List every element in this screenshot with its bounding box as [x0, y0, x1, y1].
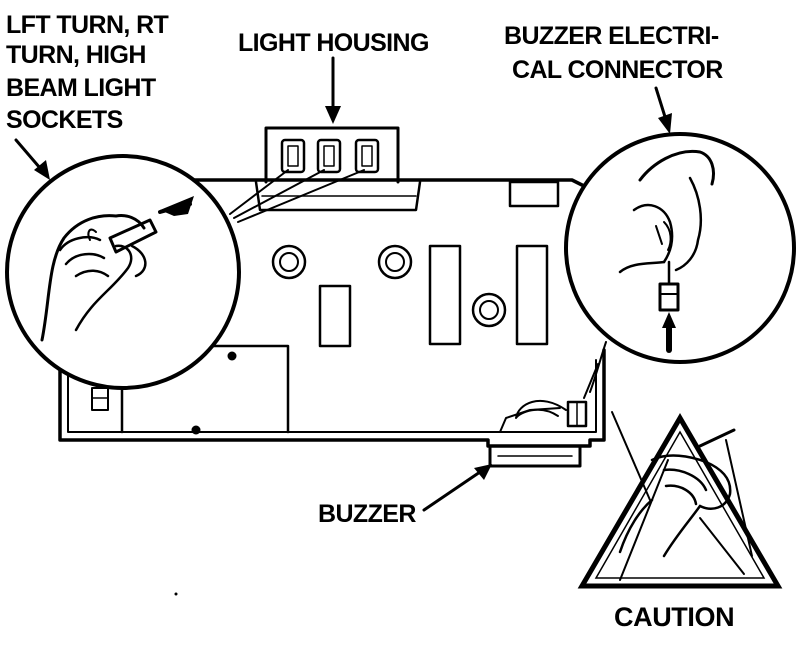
label-buzzer: BUZZER	[318, 500, 416, 528]
caution-symbol	[577, 411, 783, 589]
label-light-housing: LIGHT HOUSING	[238, 29, 429, 57]
arrow-sockets	[14, 138, 50, 180]
buzzer-connector	[499, 399, 588, 433]
label-sockets-line-1: LFT TURN, RT	[6, 11, 169, 39]
light-housing	[254, 126, 422, 212]
socket-removal-detail	[5, 154, 241, 390]
label-sockets: LFT TURN, RT TURN, HIGH BEAM LIGHT SOCKE…	[6, 11, 169, 134]
socket-right-turn	[316, 138, 342, 174]
connector-detail	[564, 132, 796, 399]
label-sockets-line-4: SOCKETS	[6, 106, 123, 134]
arrow-buzzer	[422, 464, 492, 512]
label-sockets-line-3: BEAM LIGHT	[6, 74, 156, 102]
buzzer	[488, 444, 582, 468]
socket-left-turn	[280, 138, 306, 174]
arrow-buzzer-connector	[654, 86, 672, 134]
label-sockets-line-2: TURN, HIGH	[6, 41, 146, 69]
arrow-light-housing	[325, 56, 341, 124]
socket-high-beam	[354, 138, 380, 174]
board-slots	[318, 244, 549, 348]
label-buzzer-connector-line-1: BUZZER ELECTRI-	[504, 22, 719, 50]
label-caution: CAUTION	[614, 602, 734, 632]
mounting-bosses	[271, 244, 507, 328]
label-buzzer-connector: BUZZER ELECTRI- CAL CONNECTOR	[504, 22, 724, 84]
label-buzzer-connector-line-2: CAL CONNECTOR	[512, 56, 723, 84]
socket-leader-lines	[229, 169, 365, 223]
